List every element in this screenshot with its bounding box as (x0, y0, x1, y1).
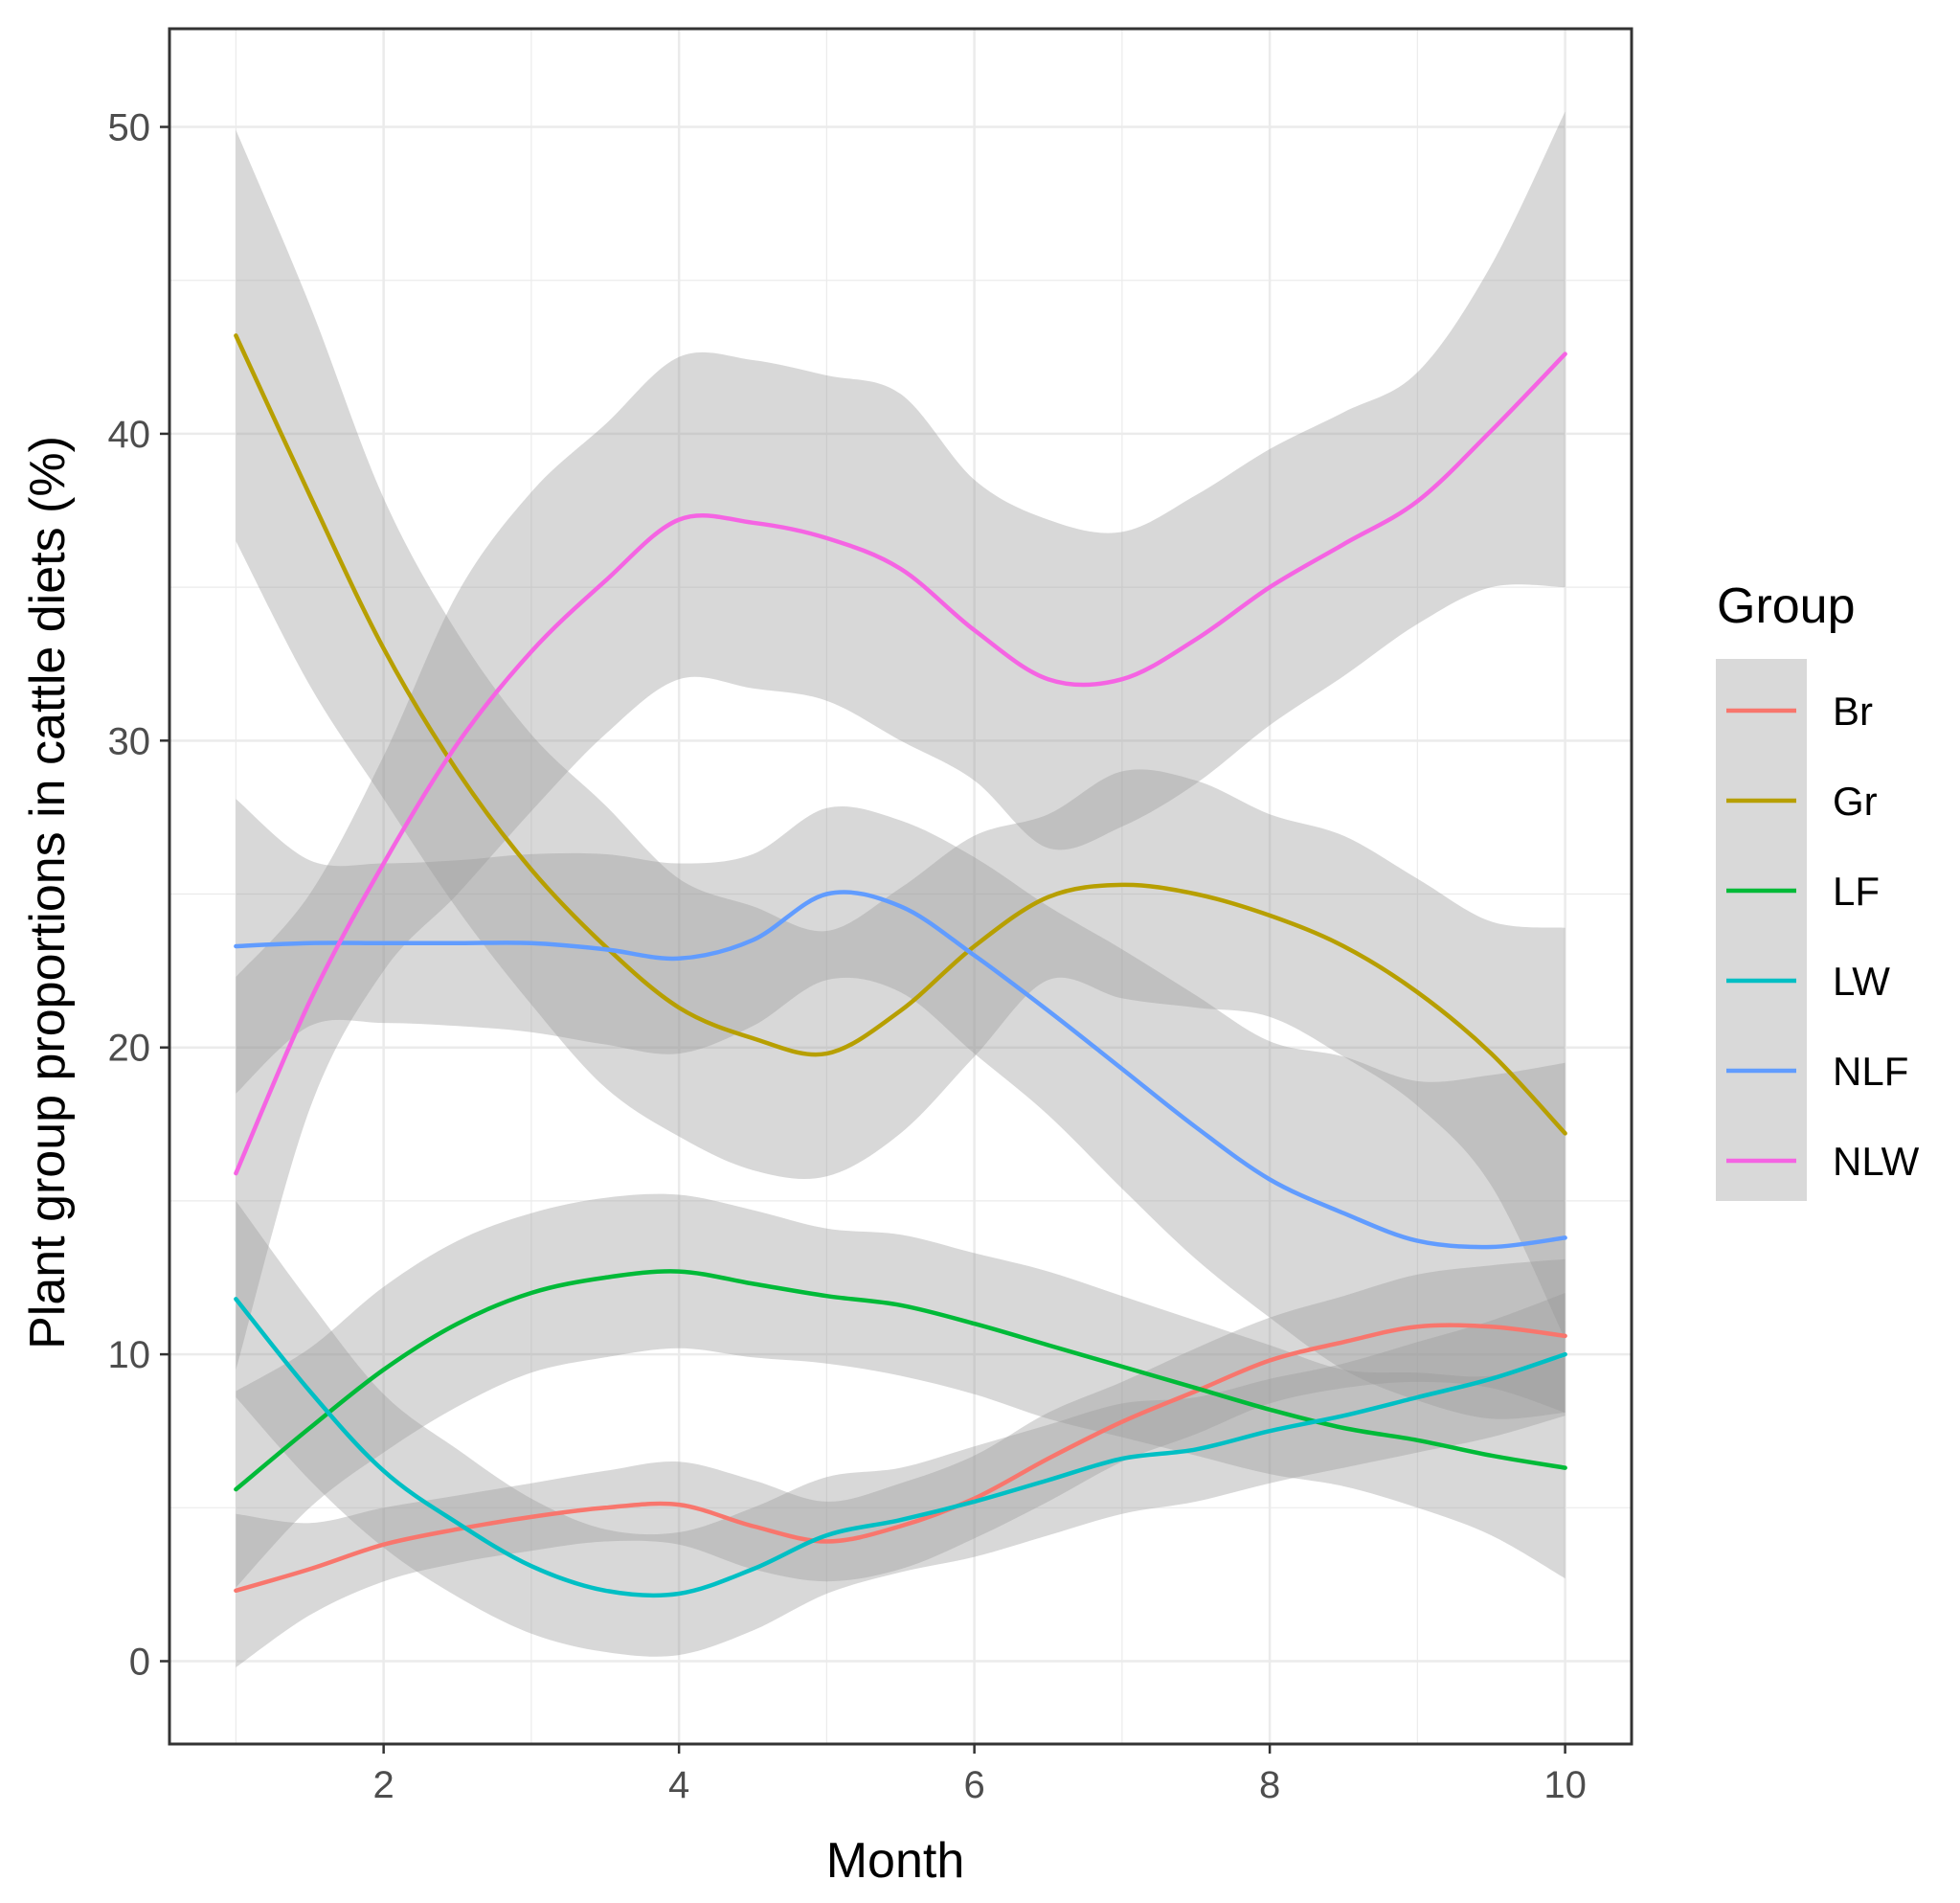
x-tick-label: 8 (1259, 1764, 1280, 1806)
series-line-nlw (234, 351, 1567, 1176)
plot-border (168, 27, 1633, 1746)
y-tick-label: 20 (108, 1028, 151, 1070)
series-line-gr (234, 333, 1567, 1136)
x-tick-label: 2 (373, 1764, 394, 1806)
legend-label-br: Br (1833, 689, 1873, 734)
legend-label-lf: LF (1833, 869, 1880, 914)
legend-label-nlw: NLW (1833, 1139, 1920, 1184)
legend-label-gr: Gr (1833, 779, 1878, 824)
ribbon-br (236, 1258, 1566, 1667)
axis-ticks: 2 4 6 8 10 0 10 20 30 40 50 (108, 107, 1587, 1806)
ribbon-lw (236, 1200, 1566, 1657)
series-lines (234, 333, 1567, 1598)
y-tick-label: 40 (108, 414, 151, 456)
ribbon-nlf (236, 799, 1566, 1419)
series-line-lw (234, 1297, 1567, 1598)
ribbon-nlw (236, 111, 1566, 1371)
x-tick-label: 6 (963, 1764, 984, 1806)
legend-items: Br Gr LF LW NLF NLW (1726, 689, 1920, 1184)
series-line-br (234, 1323, 1567, 1594)
legend-label-nlf: NLF (1833, 1049, 1908, 1094)
ribbon-lf (236, 1193, 1566, 1588)
y-axis-title: Plant group proportions in cattle diets … (20, 436, 76, 1349)
legend: Group Br Gr LF LW NLF NLW (1716, 578, 1920, 1201)
y-tick-label: 0 (129, 1641, 150, 1683)
x-axis-title: Month (826, 1833, 965, 1889)
legend-label-lw: LW (1833, 959, 1890, 1004)
x-tick-label: 4 (668, 1764, 689, 1806)
legend-title: Group (1717, 578, 1856, 634)
y-tick-label: 30 (108, 720, 151, 762)
series-line-lf (234, 1269, 1567, 1492)
series-line-nlf (234, 890, 1567, 1250)
x-tick-label: 10 (1543, 1764, 1587, 1806)
y-tick-label: 10 (108, 1334, 151, 1376)
plot-panel (169, 29, 1632, 1744)
legend-key-background (1716, 659, 1807, 1201)
y-tick-label: 50 (108, 107, 151, 149)
ribbon-gr (236, 129, 1566, 1340)
confidence-ribbons (236, 111, 1566, 1667)
